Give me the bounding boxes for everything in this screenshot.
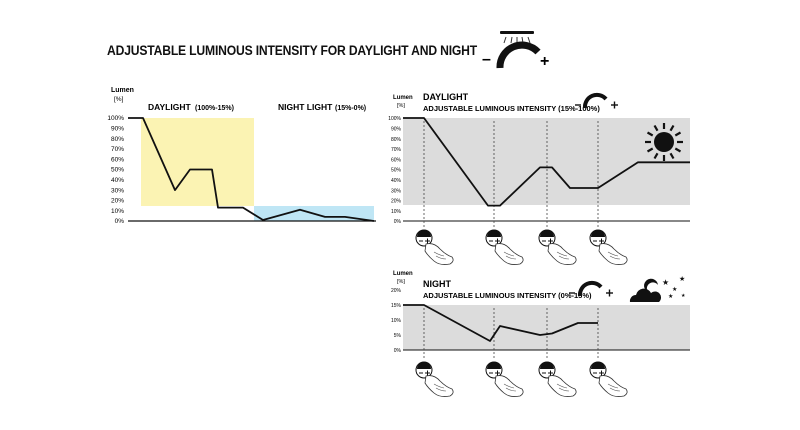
dimmer-lamp-icon (500, 31, 534, 44)
page-title: ADJUSTABLE LUMINOUS INTENSITY FOR DAYLIG… (107, 43, 478, 58)
night-panel: Lumen [%] NIGHT ADJUSTABLE LUMINOUS INTE… (391, 271, 690, 397)
night-dimmer-hand-icon (485, 361, 524, 397)
night-title: NIGHT (423, 279, 452, 289)
night-y-tick-label: 20% (391, 288, 402, 294)
svg-text:★: ★ (668, 293, 673, 300)
daylight-label: DAYLIGHT (148, 102, 191, 112)
day-y-tick-label: 60% (391, 157, 402, 163)
day-subtitle: ADJUSTABLE LUMINOUS INTENSITY (15%-100%) (423, 104, 600, 113)
daylight-range: (100%-15%) (195, 105, 234, 112)
overview-y-tick-label: 60% (111, 156, 124, 163)
overview-y-tick-label: 100% (107, 115, 124, 122)
y-axis-label: Lumen (111, 87, 134, 94)
day-y-tick-label: 40% (391, 178, 402, 184)
day-y-tick-label: 30% (391, 188, 402, 194)
moon-clouds-stars-icon: ★ ★ ★ ★ ★ (629, 275, 686, 302)
night-y-tick-label: 10% (391, 318, 402, 324)
daylight-zone (141, 118, 254, 206)
night-y-tick-label: 0% (394, 348, 402, 354)
day-dimmer-hand-icon (415, 229, 454, 265)
night-subtitle: ADJUSTABLE LUMINOUS INTENSITY (0%-15%) (423, 291, 592, 300)
overview-y-tick-label: 70% (111, 146, 124, 153)
overview-y-tick-label: 50% (111, 167, 124, 174)
night-dimmer-hand-icon (415, 361, 454, 397)
sun-icon (645, 123, 683, 161)
night-y-axis-label: Lumen (393, 271, 413, 277)
night-dimmer-hand-icon (538, 361, 577, 397)
day-y-tick-label: 70% (391, 147, 402, 153)
overview-y-tick-label: 30% (111, 187, 124, 194)
overview-y-tick-label: 90% (111, 126, 124, 133)
overview-y-tick-label: 10% (111, 208, 124, 215)
night-light-range: (15%-0%) (335, 105, 366, 112)
day-y-tick-label: 80% (391, 137, 402, 143)
minus-sign: – (482, 51, 491, 68)
svg-text:★: ★ (679, 275, 685, 283)
overview-series-line (128, 117, 375, 222)
overview-y-tick-label: 20% (111, 198, 124, 205)
day-series-line (403, 117, 690, 207)
day-panel: Lumen [%] DAYLIGHT ADJUSTABLE LUMINOUS I… (388, 92, 690, 265)
day-y-axis-unit: [%] (397, 103, 405, 109)
day-y-tick-label: 100% (388, 116, 401, 122)
svg-text:★: ★ (662, 278, 669, 287)
night-light-label: NIGHT LIGHT (278, 102, 333, 112)
day-y-tick-label: 10% (391, 209, 402, 215)
day-dimmer-hand-icon (589, 229, 628, 265)
day-dimmer-hand-icon (538, 229, 577, 265)
night-series-line (403, 304, 598, 342)
night-y-tick-label: 15% (391, 303, 402, 309)
night-dimmer-arc-icon (569, 280, 613, 297)
day-title: DAYLIGHT (423, 92, 469, 102)
night-adjustable-zone (403, 305, 690, 350)
day-y-axis-label: Lumen (393, 95, 413, 101)
dimmer-arc-icon: – + (482, 41, 549, 70)
plus-sign: + (540, 53, 549, 70)
day-dimmer-hand-icon (485, 229, 524, 265)
day-y-tick-label: 0% (394, 219, 402, 225)
svg-text:★: ★ (672, 286, 677, 293)
day-dimmer-arc-icon (575, 92, 618, 109)
overview-y-tick-label: 0% (115, 218, 125, 225)
overview-chart: Lumen [%] DAYLIGHT (100%-15%) NIGHT LIGH… (107, 87, 376, 225)
svg-text:★: ★ (681, 293, 686, 299)
night-y-tick-label: 5% (394, 333, 402, 339)
y-axis-unit: [%] (114, 96, 124, 103)
day-y-tick-label: 50% (391, 168, 402, 174)
overview-y-tick-label: 80% (111, 136, 124, 143)
night-dimmer-hand-icon (589, 361, 628, 397)
day-y-tick-label: 90% (391, 127, 402, 133)
night-y-axis-unit: [%] (397, 279, 405, 285)
overview-y-tick-label: 40% (111, 177, 124, 184)
day-y-tick-label: 20% (391, 199, 402, 205)
